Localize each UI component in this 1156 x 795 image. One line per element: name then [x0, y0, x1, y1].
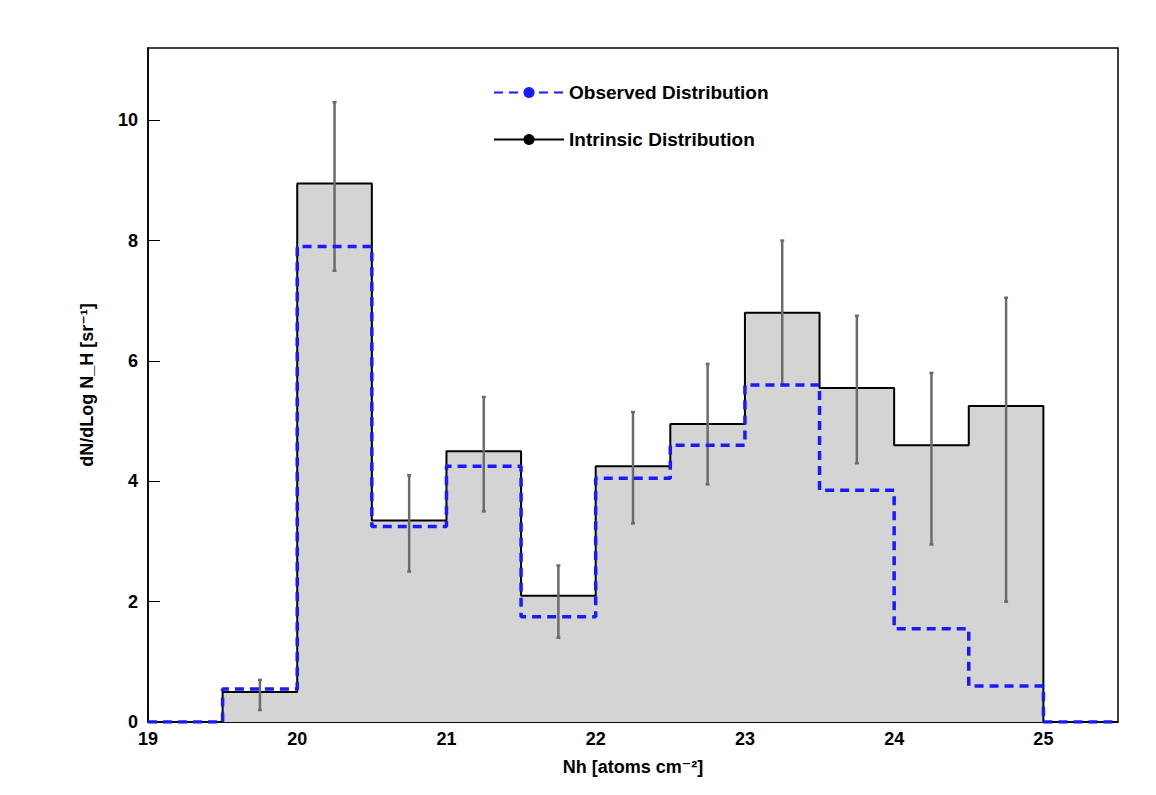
svg-text:24: 24: [884, 729, 904, 749]
svg-text:dN/dLog N_H [sr⁻¹]: dN/dLog N_H [sr⁻¹]: [77, 303, 97, 467]
svg-text:Nh [atoms cm⁻²]: Nh [atoms cm⁻²]: [563, 757, 704, 777]
svg-text:25: 25: [1033, 729, 1053, 749]
svg-text:Intrinsic Distribution: Intrinsic Distribution: [569, 129, 755, 150]
svg-text:19: 19: [138, 729, 158, 749]
svg-text:10: 10: [118, 110, 138, 130]
svg-text:8: 8: [128, 231, 138, 251]
svg-text:6: 6: [128, 351, 138, 371]
svg-text:21: 21: [436, 729, 456, 749]
svg-text:22: 22: [586, 729, 606, 749]
svg-text:20: 20: [287, 729, 307, 749]
svg-text:23: 23: [735, 729, 755, 749]
svg-text:2: 2: [128, 592, 138, 612]
svg-text:4: 4: [128, 471, 138, 491]
svg-text:0: 0: [128, 712, 138, 732]
svg-text:Observed Distribution: Observed Distribution: [569, 82, 769, 103]
